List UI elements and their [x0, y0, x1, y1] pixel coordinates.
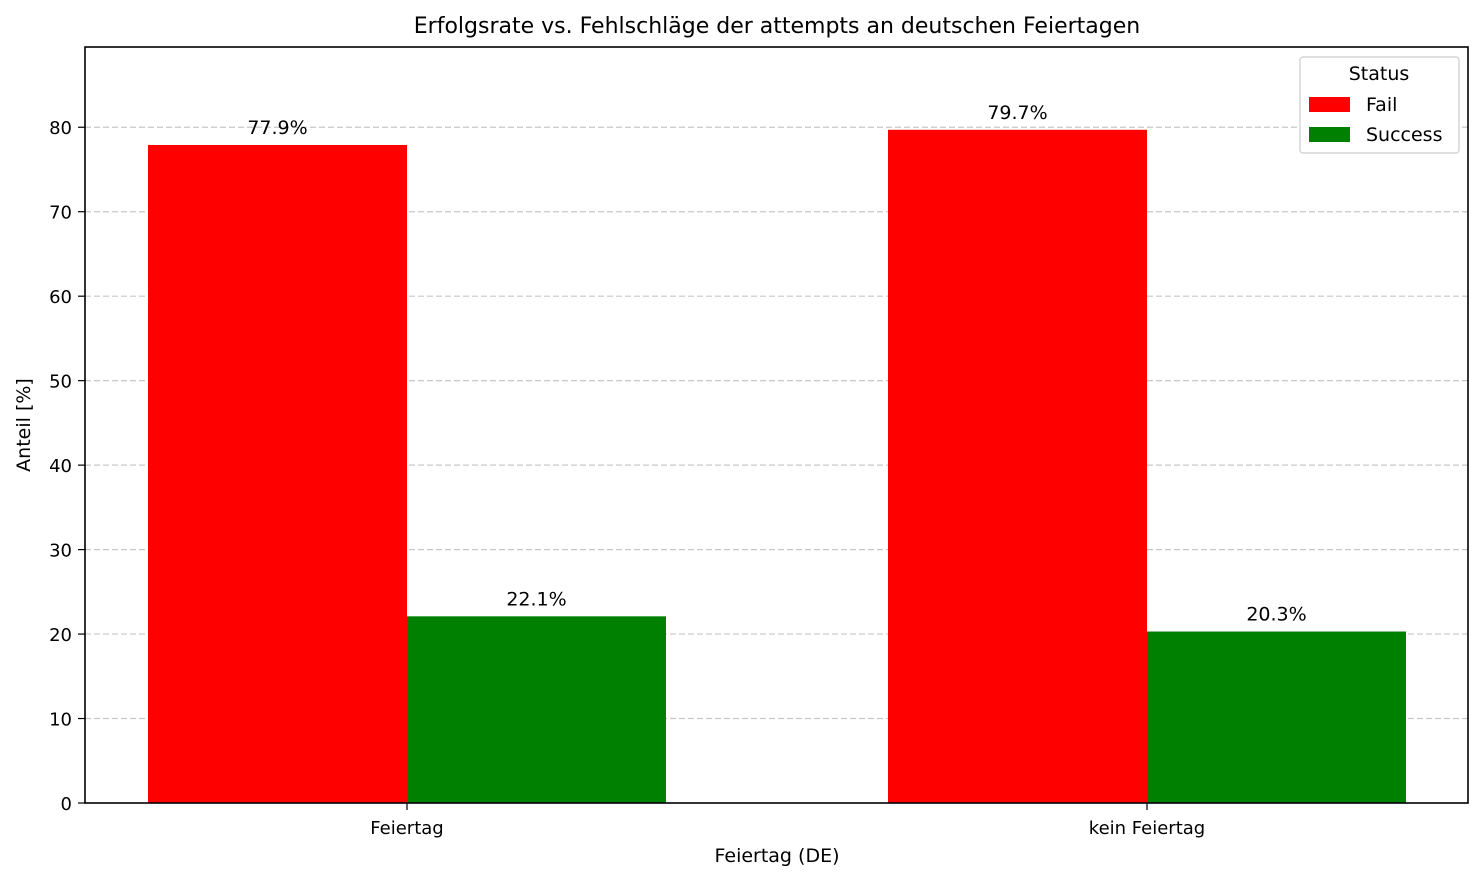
- legend-items: Fail Success: [1309, 94, 1442, 146]
- y-axis-label: Anteil [%]: [13, 378, 35, 472]
- bar-success: [407, 616, 666, 803]
- x-axis-label: Feiertag (DE): [714, 845, 839, 867]
- legend-swatch-success: [1309, 127, 1350, 142]
- bar-fail: [148, 144, 407, 803]
- bar-value-label: 77.9%: [247, 117, 307, 139]
- bar-value-label: 20.3%: [1246, 604, 1306, 626]
- plot-frame: [84, 46, 1469, 804]
- x-tick-label: kein Feiertag: [1089, 818, 1205, 839]
- bar-fail: [888, 129, 1147, 803]
- y-tick-label: 0: [61, 794, 72, 815]
- y-axis: 0 10 20 30 40 50 60 70 80: [49, 118, 85, 815]
- y-tick-label: 40: [49, 456, 72, 477]
- bars: [148, 129, 1406, 803]
- legend-title: Status: [1349, 63, 1410, 85]
- bar-value-label: 22.1%: [506, 588, 566, 610]
- legend-swatch-fail: [1309, 97, 1350, 112]
- bar-value-label: 79.7%: [987, 102, 1047, 124]
- y-tick-label: 20: [49, 625, 72, 646]
- y-tick-label: 70: [49, 203, 72, 224]
- y-tick-label: 80: [49, 118, 72, 139]
- x-tick-label: Feiertag: [370, 818, 443, 839]
- legend: Status Fail Success: [1299, 56, 1460, 154]
- bar-value-labels: 77.9% 22.1% 79.7% 20.3%: [247, 102, 1306, 626]
- y-tick-label: 60: [49, 287, 72, 308]
- bar-success: [1147, 631, 1406, 803]
- y-tick-label: 10: [49, 710, 72, 731]
- chart-title: Erfolgsrate vs. Fehlschläge der attempts…: [414, 14, 1140, 39]
- legend-label-success: Success: [1366, 124, 1442, 146]
- y-tick-label: 50: [49, 372, 72, 393]
- x-axis: Feiertag kein Feiertag: [370, 803, 1205, 839]
- legend-label-fail: Fail: [1366, 94, 1397, 116]
- y-tick-label: 30: [49, 541, 72, 562]
